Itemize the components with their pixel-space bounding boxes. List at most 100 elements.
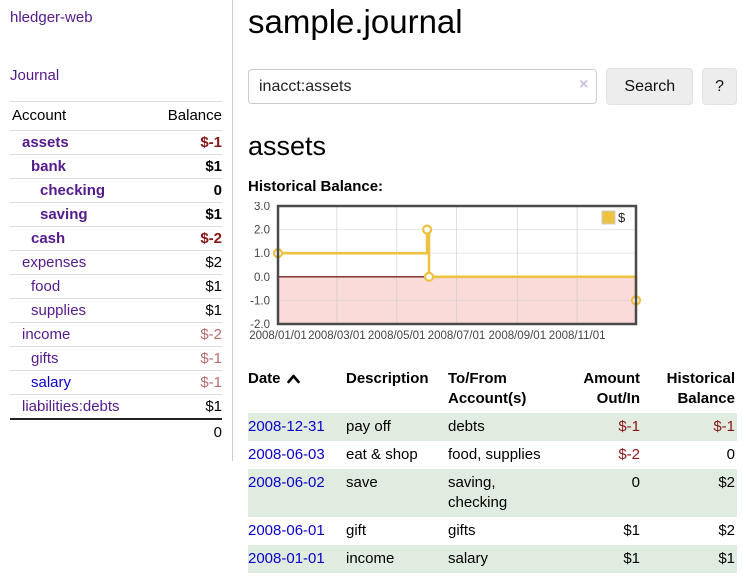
sidebar-account-link[interactable]: supplies [31, 302, 87, 319]
clear-search-icon[interactable]: × [579, 76, 589, 93]
transaction-accounts: debts [448, 418, 485, 435]
sidebar-account-link[interactable]: expenses [22, 254, 87, 271]
sidebar-account-link[interactable]: assets [22, 134, 69, 151]
sidebar-account-link[interactable]: gifts [31, 350, 59, 367]
account-row: expenses $2 [10, 250, 222, 275]
search-bar: × Search ? [248, 68, 737, 105]
transaction-accounts: salary [448, 550, 489, 567]
transaction-amount: $-1 [618, 418, 640, 435]
sidebar-account-link[interactable]: saving [40, 206, 88, 223]
transaction-row[interactable]: 2008-06-02 save saving, checking 0 $2 [248, 469, 737, 517]
transaction-date: 2008-06-03 [248, 441, 346, 469]
sidebar: hledger-web Journal Account Balance asse… [0, 0, 233, 461]
account-row: cash $-2 [10, 226, 222, 251]
transaction-accounts: saving, checking [448, 474, 508, 511]
account-row: bank $1 [10, 154, 222, 179]
main-content: sample.journal × Search ? assets Histori… [248, 0, 737, 573]
sidebar-account-link[interactable]: cash [31, 230, 66, 247]
sidebar-account-link[interactable]: income [22, 326, 71, 343]
account-heading: assets [248, 131, 327, 161]
transaction-row[interactable]: 2008-06-03 eat & shop food, supplies $-2 0 [248, 441, 737, 469]
account-balance: $1 [150, 274, 222, 299]
transaction-balance: $-1 [713, 418, 735, 435]
y-axis-tick-label: 0.0 [254, 272, 270, 284]
y-axis-tick-label: -2.0 [250, 319, 270, 331]
chart-section-label: Historical Balance: [248, 178, 384, 195]
account-row: assets $-1 [10, 131, 222, 155]
sidebar-account-link[interactable]: bank [31, 158, 67, 175]
balance-column-header: Balance [150, 101, 222, 131]
transaction-description: eat & shop [346, 446, 418, 463]
transaction-balance: $1 [718, 550, 735, 567]
sidebar-account-link[interactable]: liabilities:debts [22, 398, 120, 415]
x-axis-tick-label: 2008/03/01 [308, 330, 366, 342]
transaction-date: 2008-06-01 [248, 517, 346, 545]
accounts-table: Account Balance assets $-1 bank $1 checking 0… [10, 101, 222, 445]
x-axis-tick-label: 2008/11/01 [549, 330, 606, 342]
transaction-accounts: gifts [448, 522, 476, 539]
y-axis-tick-label: -1.0 [250, 295, 270, 307]
account-row: liabilities:debts $1 [10, 394, 222, 419]
sidebar-item-journal[interactable]: Journal [10, 67, 60, 84]
account-balance: 0 [150, 178, 222, 203]
transaction-date-link[interactable]: 2008-06-02 [248, 474, 325, 491]
transaction-date-link[interactable]: 2008-01-01 [248, 550, 325, 567]
y-axis-tick-label: 1.0 [254, 248, 270, 260]
register-header-date[interactable]: Date [248, 366, 346, 413]
accounts-total-value: 0 [150, 418, 222, 445]
transaction-balance: 0 [726, 446, 735, 463]
transaction-description: income [346, 550, 395, 567]
transaction-row[interactable]: 2008-01-01 income salary $1 $1 [248, 545, 737, 573]
sidebar-account-link[interactable]: salary [31, 374, 72, 391]
app-title: hledger-web [10, 9, 222, 26]
search-button[interactable]: Search [606, 68, 694, 105]
account-row: food $1 [10, 274, 222, 299]
transaction-accounts: food, supplies [448, 446, 541, 463]
transaction-date-link[interactable]: 2008-06-01 [248, 522, 325, 539]
account-balance: $-1 [200, 134, 222, 151]
register-header-amount: Amount Out/In [583, 370, 640, 407]
sort-ascending-icon [286, 374, 300, 384]
legend-swatch [601, 210, 616, 225]
accounts-total-row: 0 [10, 418, 222, 445]
transaction-date: 2008-01-01 [248, 545, 346, 573]
account-balance: $1 [150, 154, 222, 179]
search-input[interactable] [248, 69, 598, 104]
transaction-date-link[interactable]: 2008-06-03 [248, 446, 325, 463]
plot-border [276, 204, 638, 326]
account-row: checking 0 [10, 178, 222, 203]
account-balance: $1 [150, 298, 222, 323]
x-axis-tick-label: 2008/01/01 [249, 330, 307, 342]
help-button[interactable]: ? [702, 68, 737, 105]
account-balance: $-1 [150, 370, 222, 395]
x-axis-tick-label: 2008/09/01 [489, 330, 547, 342]
account-row: salary $-1 [10, 370, 222, 395]
account-row: gifts $-1 [10, 346, 222, 371]
transaction-description: pay off [346, 418, 391, 435]
transaction-balance: $2 [718, 474, 735, 491]
transaction-row[interactable]: 2008-12-31 pay off debts $-1 $-1 [248, 413, 737, 441]
transaction-amount: $-2 [618, 446, 640, 463]
transaction-amount: $1 [623, 550, 640, 567]
legend-label: $ [618, 210, 626, 225]
app-title-link[interactable]: hledger-web [10, 9, 93, 26]
register-table: Date Description To/From Account(s) Amou… [248, 366, 737, 573]
x-axis-tick-label: 2008/07/01 [428, 330, 486, 342]
transaction-date: 2008-12-31 [248, 413, 346, 441]
page-title: sample.journal [248, 3, 463, 40]
historical-balance-chart: 3.0 2.0 1.0 0.0 -1.0 -2.0 2008/01/01 2008/03/01… [244, 201, 646, 352]
transaction-balance: $2 [718, 522, 735, 539]
data-point-marker [423, 271, 435, 282]
account-balance: $2 [150, 250, 222, 275]
account-row: income $-2 [10, 322, 222, 347]
sidebar-account-link[interactable]: food [31, 278, 61, 295]
account-row: supplies $1 [10, 298, 222, 323]
transaction-row[interactable]: 2008-06-01 gift gifts $1 $2 [248, 517, 737, 545]
data-point-marker [422, 224, 433, 235]
account-balance: $-2 [150, 322, 222, 347]
transaction-date-link[interactable]: 2008-12-31 [248, 418, 325, 435]
accounts-column-header: Account [10, 101, 151, 131]
sidebar-account-link[interactable]: checking [40, 182, 106, 199]
register-header-balance: Historical Balance [666, 370, 735, 407]
